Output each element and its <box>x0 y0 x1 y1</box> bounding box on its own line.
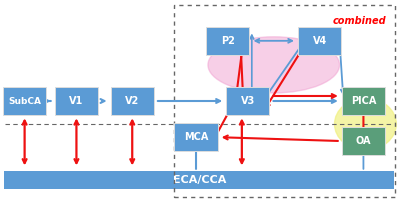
Ellipse shape <box>334 98 396 150</box>
FancyBboxPatch shape <box>206 27 250 55</box>
Text: PICA: PICA <box>351 96 376 106</box>
FancyBboxPatch shape <box>3 87 46 115</box>
FancyBboxPatch shape <box>174 123 218 151</box>
FancyBboxPatch shape <box>4 171 394 189</box>
Text: combined: combined <box>333 16 386 26</box>
Text: ECA/CCA: ECA/CCA <box>173 175 227 185</box>
Text: OA: OA <box>356 136 371 146</box>
FancyBboxPatch shape <box>226 87 269 115</box>
Text: P2: P2 <box>221 36 235 46</box>
FancyBboxPatch shape <box>298 27 341 55</box>
FancyBboxPatch shape <box>111 87 154 115</box>
Text: MCA: MCA <box>184 132 208 142</box>
Text: V4: V4 <box>312 36 327 46</box>
FancyBboxPatch shape <box>342 127 385 155</box>
Text: V1: V1 <box>69 96 84 106</box>
Text: SubCA: SubCA <box>8 97 41 105</box>
FancyBboxPatch shape <box>342 87 385 115</box>
FancyBboxPatch shape <box>55 87 98 115</box>
Bar <box>174 5 395 197</box>
Ellipse shape <box>208 37 340 93</box>
Text: V3: V3 <box>241 96 255 106</box>
Text: V2: V2 <box>125 96 139 106</box>
